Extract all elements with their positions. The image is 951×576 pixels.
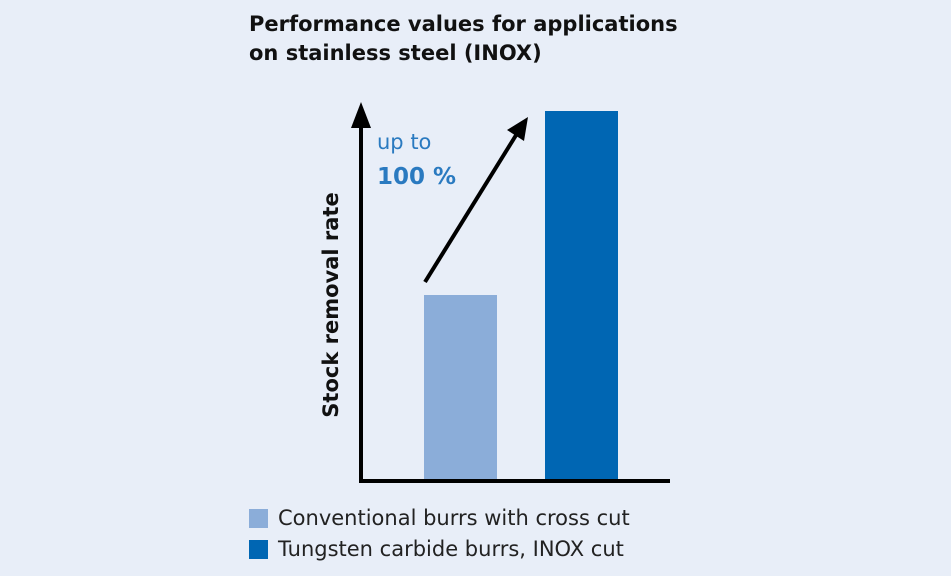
title-line-1: Performance values for applications <box>249 12 678 36</box>
legend-item-tungsten: Tungsten carbide burrs, INOX cut <box>249 537 624 561</box>
annotation-line-1: up to <box>377 130 431 154</box>
bar-conventional <box>424 295 497 479</box>
y-axis-label: Stock removal rate <box>319 192 343 417</box>
bar-tungsten <box>545 111 618 479</box>
legend-item-conventional: Conventional burrs with cross cut <box>249 506 630 530</box>
chart-title: Performance values for applications on s… <box>249 10 678 68</box>
legend-label: Conventional burrs with cross cut <box>278 506 630 530</box>
annotation-line-2: 100 % <box>377 164 456 190</box>
increase-arrow <box>423 130 520 284</box>
title-line-2: on stainless steel (INOX) <box>249 41 542 65</box>
increase-arrowhead <box>507 117 528 141</box>
y-axis-arrowhead <box>351 102 371 128</box>
legend-label: Tungsten carbide burrs, INOX cut <box>278 537 624 561</box>
legend-swatch <box>249 539 268 559</box>
legend-swatch <box>249 508 268 528</box>
